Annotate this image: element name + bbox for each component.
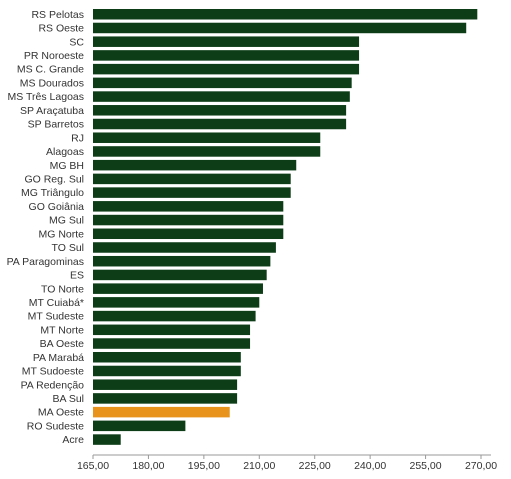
category-label: ES	[70, 270, 84, 282]
category-label: MA Oeste	[38, 407, 84, 419]
x-axis: 165,00 180,00 195,00 210,00 225,00 240,00 255,…	[77, 454, 497, 472]
category-label: MT Cuiabá*	[29, 297, 84, 309]
category-label: BA Oeste	[40, 338, 85, 350]
x-tick-label: 225,00	[299, 460, 331, 472]
bar-16	[93, 214, 284, 226]
bar-30	[93, 406, 230, 418]
bar-6	[93, 77, 352, 89]
category-label: MG Triângulo	[21, 187, 84, 199]
category-label: MS Três Lagoas	[8, 91, 84, 103]
bar-7	[93, 91, 350, 102]
bar-26	[93, 352, 241, 363]
x-tick-label: 180,00	[132, 460, 164, 472]
category-label: MG BH	[50, 160, 84, 172]
bar-group	[93, 9, 478, 445]
bar-27	[93, 365, 241, 377]
category-label: MT Sudoeste	[22, 366, 84, 378]
bar-9	[93, 118, 347, 130]
bar-23	[93, 310, 256, 322]
bar-14	[93, 187, 291, 198]
bar-5	[93, 63, 360, 75]
bar-28	[93, 379, 238, 390]
category-label: TO Norte	[41, 283, 84, 295]
category-label: RS Oeste	[38, 23, 84, 35]
category-label: SP Araçatuba	[20, 105, 84, 117]
bar-17	[93, 228, 284, 240]
category-label: PR Noroeste	[24, 50, 84, 62]
category-label: MS C. Grande	[17, 64, 84, 76]
bar-15	[93, 201, 284, 212]
bar-21	[93, 283, 263, 294]
category-label: SC	[69, 36, 84, 48]
bar-29	[93, 393, 238, 404]
bar-12	[93, 159, 297, 171]
category-label: PA Redenção	[21, 379, 85, 391]
category-label: MT Sudeste	[28, 311, 85, 323]
category-label: RS Pelotas	[31, 9, 84, 21]
category-label: Alagoas	[46, 146, 84, 158]
category-label: MS Dourados	[20, 77, 84, 89]
bar-1	[93, 9, 478, 20]
bar-19	[93, 255, 271, 267]
x-tick-label: 165,00	[77, 460, 109, 472]
bar-2	[93, 22, 467, 34]
bar-8	[93, 105, 347, 116]
category-label: SP Barretos	[28, 119, 84, 131]
x-tick-label: 210,00	[243, 460, 275, 472]
category-label: MG Sul	[49, 215, 84, 227]
category-label: PA Marabá	[33, 352, 84, 364]
category-label: MG Norte	[38, 228, 84, 240]
bar-20	[93, 269, 267, 281]
bar-18	[93, 242, 276, 253]
category-label: GO Reg. Sul	[24, 173, 84, 185]
bar-32	[93, 434, 121, 445]
x-tick-label: 240,00	[354, 460, 386, 472]
category-label: Acre	[62, 434, 84, 446]
bar-10	[93, 132, 321, 143]
category-label: TO Sul	[52, 242, 84, 254]
category-label: RO Sudeste	[27, 420, 84, 432]
bar-13	[93, 173, 291, 185]
bar-22	[93, 297, 260, 308]
category-label: PA Paragominas	[7, 256, 84, 268]
category-label: BA Sul	[52, 393, 84, 405]
bar-31	[93, 420, 186, 432]
bar-3	[93, 36, 360, 47]
category-label: RJ	[71, 132, 84, 144]
category-label: MT Norte	[40, 324, 84, 336]
category-label: GO Goiânia	[29, 201, 85, 213]
x-tick-label: 195,00	[188, 460, 220, 472]
bar-11	[93, 146, 321, 157]
x-tick-label: 255,00	[410, 460, 442, 472]
x-tick-label: 270,00	[465, 460, 497, 472]
bar-4	[93, 50, 360, 61]
bar-25	[93, 338, 251, 349]
bar-24	[93, 324, 251, 336]
